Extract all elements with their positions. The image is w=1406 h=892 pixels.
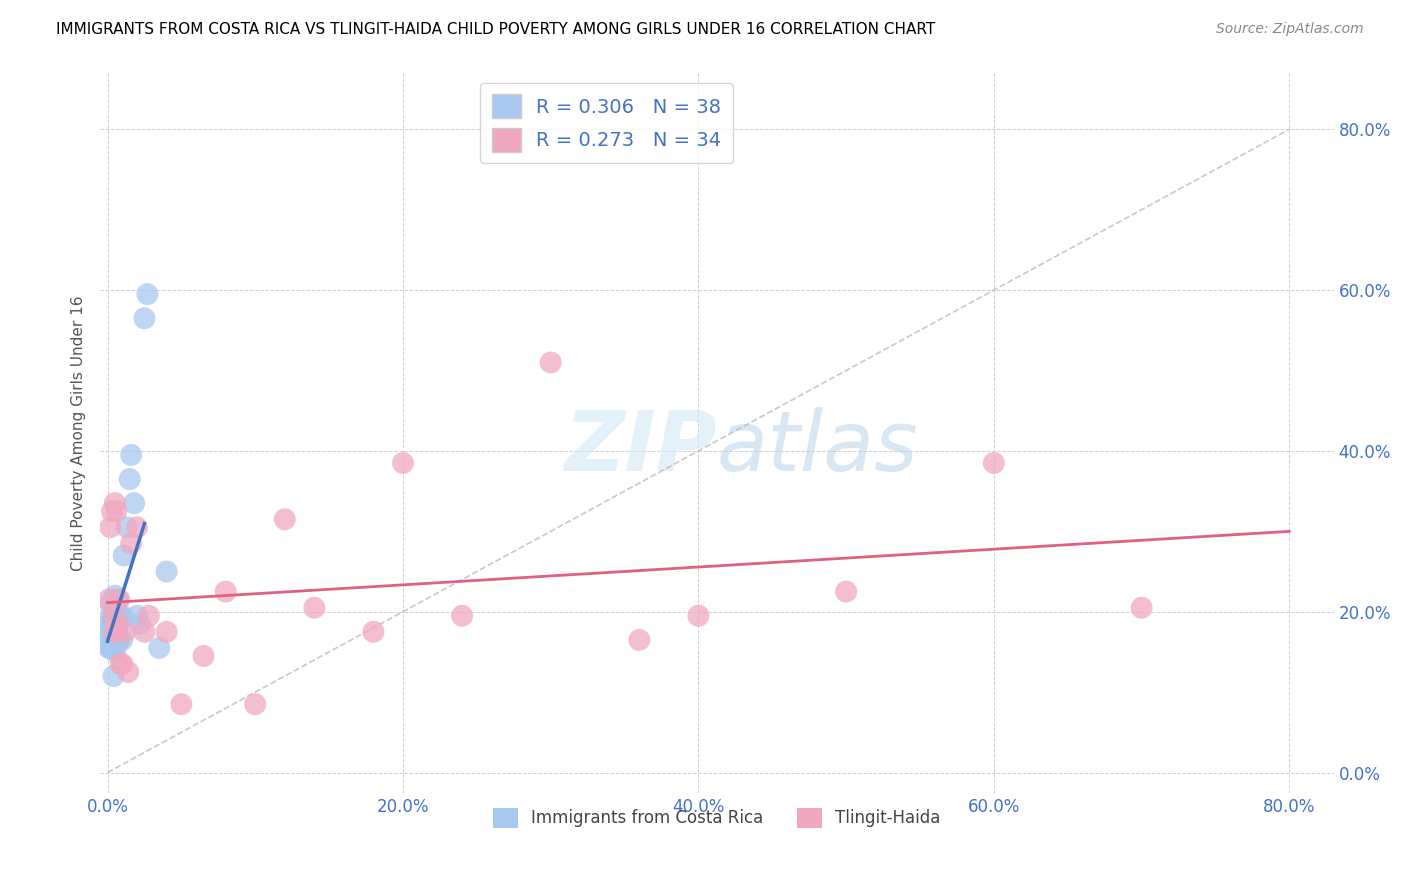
Point	[112, 549, 135, 563]
Point	[363, 624, 385, 639]
Text: Source: ZipAtlas.com: Source: ZipAtlas.com	[1216, 22, 1364, 37]
Point	[138, 608, 160, 623]
Point	[148, 640, 170, 655]
Point	[115, 520, 138, 534]
Point	[104, 640, 127, 655]
Point	[105, 632, 128, 647]
Point	[98, 592, 121, 607]
Point	[155, 565, 177, 579]
Point	[245, 697, 267, 711]
Point	[98, 616, 121, 631]
Point	[129, 616, 152, 631]
Point	[193, 648, 215, 663]
Point	[105, 504, 128, 518]
Point	[110, 657, 132, 671]
Point	[451, 608, 474, 623]
Point	[105, 616, 128, 631]
Point	[107, 632, 129, 647]
Point	[125, 520, 148, 534]
Point	[107, 592, 129, 607]
Point	[125, 608, 148, 623]
Point	[104, 645, 127, 659]
Point	[118, 472, 141, 486]
Point	[983, 456, 1005, 470]
Legend: Immigrants from Costa Rica, Tlingit-Haida: Immigrants from Costa Rica, Tlingit-Haid…	[486, 801, 948, 835]
Text: atlas: atlas	[717, 407, 918, 488]
Point	[111, 608, 134, 623]
Point	[120, 448, 142, 462]
Point	[1130, 600, 1153, 615]
Point	[104, 608, 127, 623]
Point	[103, 637, 125, 651]
Point	[104, 629, 127, 643]
Point	[108, 592, 131, 607]
Point	[540, 355, 562, 369]
Point	[274, 512, 297, 526]
Point	[104, 624, 127, 639]
Point	[108, 632, 131, 647]
Point	[100, 608, 122, 623]
Text: IMMIGRANTS FROM COSTA RICA VS TLINGIT-HAIDA CHILD POVERTY AMONG GIRLS UNDER 16 C: IMMIGRANTS FROM COSTA RICA VS TLINGIT-HA…	[56, 22, 935, 37]
Point	[98, 640, 121, 655]
Point	[98, 624, 121, 639]
Point	[136, 287, 159, 301]
Point	[101, 616, 124, 631]
Point	[107, 616, 129, 631]
Point	[100, 597, 122, 611]
Point	[101, 629, 124, 643]
Point	[122, 496, 145, 510]
Point	[392, 456, 415, 470]
Point	[134, 311, 156, 326]
Point	[104, 589, 127, 603]
Point	[103, 608, 125, 623]
Point	[103, 608, 125, 623]
Point	[114, 624, 136, 639]
Point	[111, 632, 134, 647]
Point	[108, 608, 131, 623]
Point	[835, 584, 858, 599]
Text: ZIP: ZIP	[564, 407, 717, 488]
Point	[101, 504, 124, 518]
Point	[101, 640, 124, 655]
Point	[105, 624, 128, 639]
Point	[110, 613, 132, 627]
Point	[628, 632, 651, 647]
Point	[155, 624, 177, 639]
Point	[688, 608, 710, 623]
Point	[134, 624, 156, 639]
Point	[100, 632, 122, 647]
Point	[120, 536, 142, 550]
Point	[304, 600, 326, 615]
Point	[100, 640, 122, 655]
Point	[100, 520, 122, 534]
Point	[117, 665, 139, 679]
Point	[104, 496, 127, 510]
Point	[111, 657, 134, 671]
Point	[215, 584, 238, 599]
Point	[103, 669, 125, 683]
Y-axis label: Child Poverty Among Girls Under 16: Child Poverty Among Girls Under 16	[72, 295, 86, 571]
Point	[170, 697, 193, 711]
